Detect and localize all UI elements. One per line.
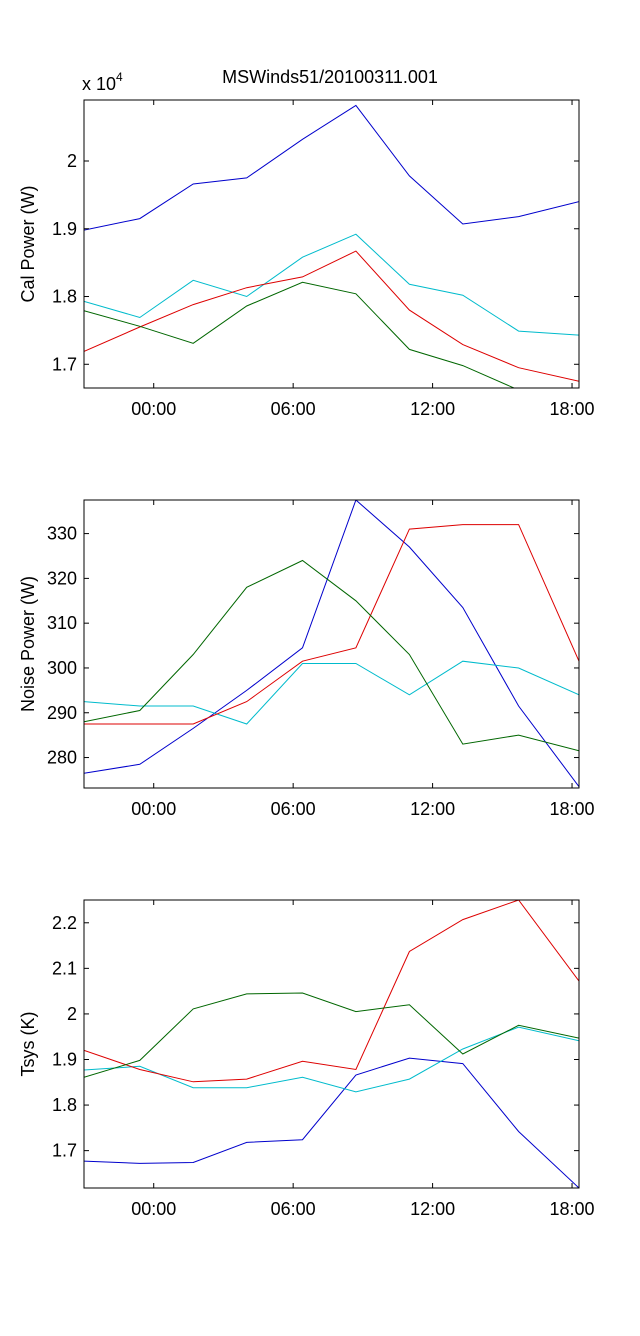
x-tick-label: 00:00 [131,799,176,819]
y-tick-label: 1.9 [52,219,77,239]
series-line-red [84,250,579,382]
x-tick-label: 12:00 [410,1199,455,1219]
x-tick-label: 18:00 [550,799,595,819]
series-line-green [84,992,579,1078]
y-tick-label: 1.8 [52,1095,77,1115]
x-tick-label: 06:00 [271,1199,316,1219]
y-tick-label: 2 [67,151,77,171]
series-line-blue [84,104,579,231]
series-group [84,104,579,388]
series-line-green [84,281,516,388]
x-tick-label: 06:00 [271,799,316,819]
x-tick-label: 18:00 [550,1199,595,1219]
series-line-cyan [84,1026,579,1093]
series-group [84,900,579,1188]
noise-power-panel: 00:00 06:00 12:00 18:00 280 290 300 310 320 330 No… [18,499,595,819]
y-tick-label: 330 [47,524,77,544]
cal-power-panel: 00:00 06:00 12:00 18:00 1.7 1.8 1.9 2 Cal Power … [18,70,595,419]
y-tick-label: 280 [47,748,77,768]
series-line-cyan [84,660,579,725]
series-line-red [84,524,579,725]
axes-frame [83,499,580,789]
y-tick-label: 1.9 [52,1049,77,1069]
figure-title: MSWinds51/20100311.001 [222,67,438,87]
y-tick-label: 1.8 [52,287,77,307]
y-axis-label: Tsys (K) [18,1012,38,1077]
y-tick-label: 290 [47,703,77,723]
series-line-green [84,559,579,752]
x-tick-label: 00:00 [131,399,176,419]
x-tick-label: 18:00 [550,399,595,419]
series-group [84,500,579,787]
y-tick-label: 2.2 [52,913,77,933]
axes-frame [83,99,580,389]
x-tick-label: 06:00 [271,399,316,419]
y-axis-label: Noise Power (W) [18,576,38,712]
y-tick-label: 2 [67,1004,77,1024]
y-axis-label: Cal Power (W) [18,185,38,302]
y-tick-label: 320 [47,568,77,588]
x-tick-label: 12:00 [410,399,455,419]
x-tick-label: 12:00 [410,799,455,819]
axes-frame [83,899,580,1189]
y-exponent-label: x 104 [82,70,123,94]
tsys-panel: 00:00 06:00 12:00 18:00 1.7 1.8 1.9 2 2.1 2.2 Tsys… [18,899,595,1219]
y-tick-label: 1.7 [52,1141,77,1161]
y-tick-label: 310 [47,613,77,633]
series-line-blue [84,500,579,787]
y-tick-label: 300 [47,658,77,678]
series-line-cyan [84,233,579,336]
y-tick-label: 2.1 [52,958,77,978]
y-tick-label: 1.7 [52,354,77,374]
series-line-blue [84,1057,579,1188]
x-tick-label: 00:00 [131,1199,176,1219]
series-line-red [84,900,579,1083]
